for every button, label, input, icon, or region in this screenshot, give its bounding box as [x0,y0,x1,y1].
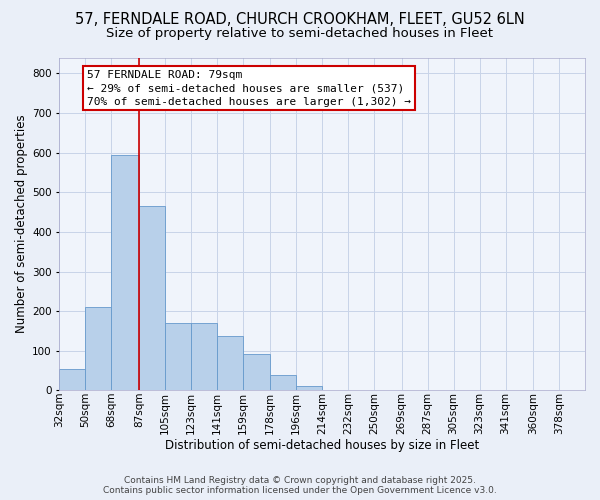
Bar [139,206,165,390]
X-axis label: Distribution of semi-detached houses by size in Fleet: Distribution of semi-detached houses by … [165,440,479,452]
Bar [296,386,322,390]
Bar [243,354,270,391]
Text: 57, FERNDALE ROAD, CHURCH CROOKHAM, FLEET, GU52 6LN: 57, FERNDALE ROAD, CHURCH CROOKHAM, FLEE… [75,12,525,28]
Bar [59,368,85,390]
Y-axis label: Number of semi-detached properties: Number of semi-detached properties [15,114,28,334]
Bar [165,323,191,390]
Bar [191,323,217,390]
Text: Size of property relative to semi-detached houses in Fleet: Size of property relative to semi-detach… [107,28,493,40]
Bar [112,154,139,390]
Bar [217,336,243,390]
Text: Contains HM Land Registry data © Crown copyright and database right 2025.
Contai: Contains HM Land Registry data © Crown c… [103,476,497,495]
Bar [85,307,112,390]
Bar [270,374,296,390]
Text: 57 FERNDALE ROAD: 79sqm
← 29% of semi-detached houses are smaller (537)
70% of s: 57 FERNDALE ROAD: 79sqm ← 29% of semi-de… [87,70,411,106]
